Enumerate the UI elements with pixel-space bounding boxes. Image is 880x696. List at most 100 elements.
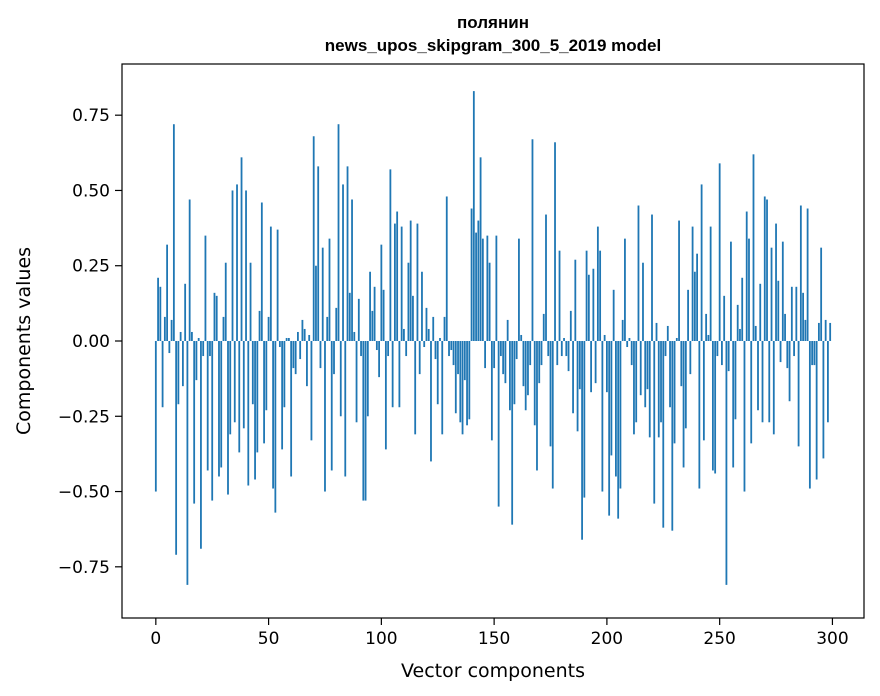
bar-69 bbox=[310, 341, 313, 441]
y-tick-label: −0.25 bbox=[58, 407, 110, 427]
bar-81 bbox=[337, 124, 340, 341]
bar-232 bbox=[678, 220, 680, 341]
bar-174 bbox=[547, 341, 550, 357]
bar-88 bbox=[353, 331, 356, 341]
bar-41 bbox=[247, 341, 250, 486]
y-tick-label: 0.50 bbox=[72, 181, 110, 201]
bar-17 bbox=[193, 341, 196, 504]
bar-105 bbox=[391, 341, 394, 408]
bar-282 bbox=[790, 286, 793, 341]
bar-127 bbox=[441, 341, 444, 435]
bar-72 bbox=[317, 166, 320, 341]
bar-142 bbox=[475, 232, 477, 341]
bar-247 bbox=[711, 341, 714, 471]
bar-47 bbox=[260, 202, 263, 341]
bar-156 bbox=[506, 319, 509, 341]
bar-159 bbox=[513, 341, 516, 405]
bar-94 bbox=[366, 341, 369, 417]
bar-287 bbox=[802, 292, 804, 341]
bar-185 bbox=[572, 341, 574, 414]
bar-164 bbox=[524, 341, 527, 411]
bar-12 bbox=[181, 341, 184, 387]
bar-193 bbox=[590, 341, 592, 393]
bar-21 bbox=[202, 341, 205, 357]
x-tick-label: 100 bbox=[365, 629, 397, 649]
bar-244 bbox=[705, 313, 708, 341]
bar-10 bbox=[177, 341, 180, 405]
y-tick-label: 0.25 bbox=[72, 257, 110, 277]
bar-204 bbox=[615, 341, 617, 477]
bar-221 bbox=[653, 341, 656, 504]
bar-213 bbox=[635, 341, 638, 423]
bar-251 bbox=[721, 341, 723, 366]
bar-154 bbox=[502, 341, 505, 375]
bar-46 bbox=[258, 310, 261, 341]
bar-299 bbox=[829, 322, 832, 341]
bar-166 bbox=[529, 341, 532, 366]
bar-8 bbox=[172, 124, 175, 341]
bar-57 bbox=[283, 341, 286, 408]
bar-289 bbox=[806, 208, 809, 341]
bar-235 bbox=[684, 341, 687, 429]
bar-258 bbox=[736, 304, 739, 341]
bar-137 bbox=[463, 341, 466, 381]
bar-28 bbox=[218, 341, 220, 477]
bar-160 bbox=[515, 341, 518, 360]
bar-209 bbox=[626, 341, 629, 348]
bar-124 bbox=[434, 341, 437, 360]
bar-14 bbox=[186, 341, 189, 585]
bar-290 bbox=[808, 341, 811, 489]
bar-147 bbox=[486, 235, 489, 341]
bar-223 bbox=[657, 341, 660, 438]
bar-71 bbox=[315, 265, 317, 341]
bar-68 bbox=[308, 334, 311, 341]
bar-95 bbox=[369, 271, 371, 341]
bar-104 bbox=[389, 169, 392, 341]
bar-199 bbox=[603, 334, 606, 341]
bar-134 bbox=[457, 341, 459, 375]
bar-78 bbox=[330, 341, 333, 471]
bar-184 bbox=[569, 310, 572, 341]
bar-234 bbox=[682, 341, 685, 468]
bar-216 bbox=[642, 262, 644, 341]
bar-132 bbox=[452, 341, 455, 366]
bar-182 bbox=[565, 341, 568, 357]
bar-141 bbox=[472, 91, 475, 341]
bar-246 bbox=[709, 226, 712, 341]
bar-257 bbox=[734, 341, 737, 420]
bar-114 bbox=[412, 295, 414, 341]
bar-210 bbox=[628, 337, 631, 341]
bar-42 bbox=[249, 262, 252, 341]
bar-111 bbox=[405, 341, 408, 357]
bar-188 bbox=[578, 341, 581, 390]
bar-205 bbox=[617, 341, 620, 519]
bar-35 bbox=[233, 341, 236, 423]
bar-48 bbox=[263, 341, 265, 444]
bar-217 bbox=[644, 341, 647, 408]
bar-44 bbox=[254, 341, 256, 480]
bar-11 bbox=[179, 331, 182, 341]
bar-1 bbox=[157, 277, 159, 341]
bar-218 bbox=[646, 341, 649, 390]
bar-32 bbox=[227, 341, 229, 495]
bar-112 bbox=[407, 262, 410, 341]
bar-22 bbox=[204, 235, 207, 341]
bar-27 bbox=[215, 295, 218, 341]
bar-163 bbox=[522, 341, 525, 387]
bar-197 bbox=[599, 250, 602, 341]
bar-98 bbox=[375, 341, 378, 351]
bar-138 bbox=[466, 341, 468, 426]
bar-66 bbox=[303, 328, 306, 341]
bar-240 bbox=[696, 253, 698, 341]
bar-161 bbox=[518, 238, 520, 341]
bar-292 bbox=[813, 341, 816, 366]
bar-158 bbox=[511, 341, 514, 525]
bar-198 bbox=[601, 341, 604, 492]
bar-273 bbox=[770, 247, 773, 341]
bar-208 bbox=[624, 238, 626, 341]
x-tick-label: 250 bbox=[703, 629, 735, 649]
x-tick-label: 200 bbox=[591, 629, 623, 649]
bar-192 bbox=[587, 274, 590, 341]
bar-143 bbox=[477, 220, 480, 341]
bar-61 bbox=[292, 341, 295, 369]
